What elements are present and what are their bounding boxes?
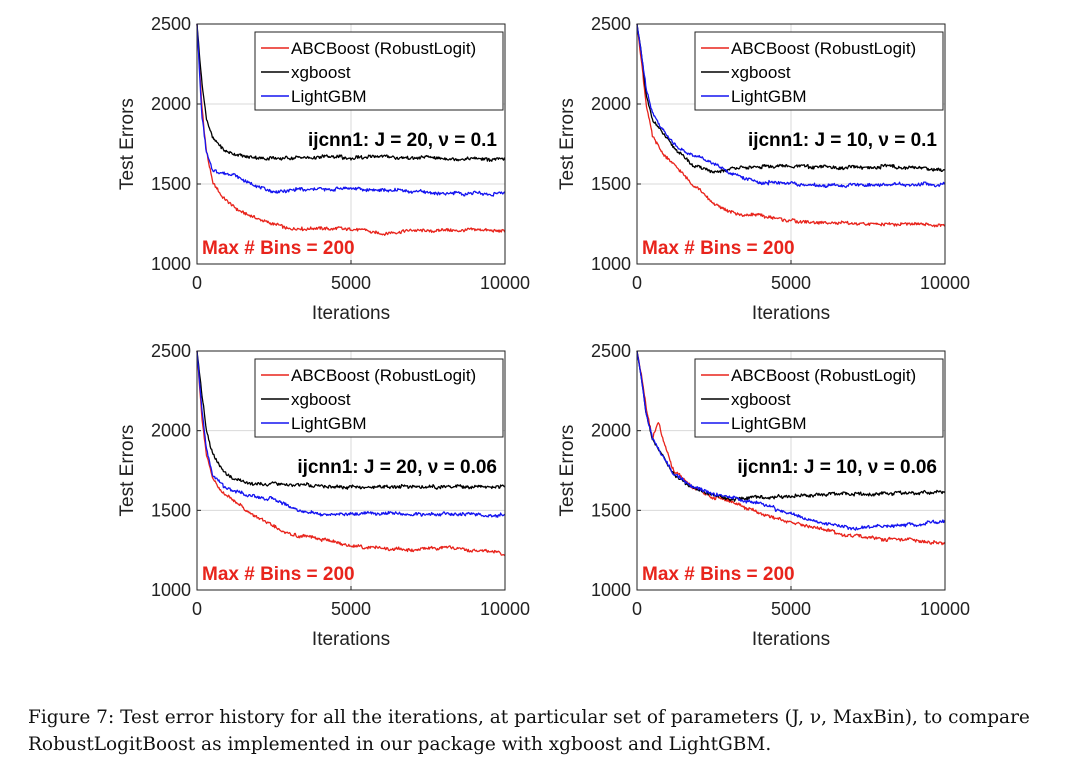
y-tick-label: 1000 <box>151 254 191 274</box>
y-tick-label: 2000 <box>591 94 631 114</box>
chart-panel-4: 0 5000 10000 1000 1500 2000 2500 Iterations Test… <box>557 341 970 650</box>
series-line-black <box>196 23 506 162</box>
y-tick-label: 1500 <box>591 174 631 194</box>
caption-label: Figure 7: <box>28 707 115 728</box>
y-axis-label: Test Errors <box>117 98 138 190</box>
panel-title: ijcnn1: J = 20, ν = 0.06 <box>297 457 497 478</box>
series-line-black <box>636 23 946 174</box>
series-line-blue <box>196 350 506 518</box>
figure-caption: Figure 7: Test error history for all the… <box>28 704 1068 758</box>
legend-label: xgboost <box>731 390 791 409</box>
legend-label: LightGBM <box>731 414 807 433</box>
legend: ABCBoost (RobustLogit) xgboost LightGBM <box>694 358 944 438</box>
x-tick-label: 5000 <box>331 599 371 619</box>
legend-label: ABCBoost (RobustLogit) <box>731 366 916 385</box>
legend-label: xgboost <box>291 63 351 82</box>
legend-label: LightGBM <box>291 87 367 106</box>
max-bins-annotation: Max # Bins = 200 <box>642 238 795 259</box>
max-bins-annotation: Max # Bins = 200 <box>642 564 795 585</box>
y-tick-label: 1500 <box>591 500 631 520</box>
x-axis-label: Iterations <box>752 629 830 650</box>
y-tick-label: 1500 <box>151 500 191 520</box>
y-tick-label: 2500 <box>591 14 631 34</box>
x-tick-label: 5000 <box>771 599 811 619</box>
x-axis-label: Iterations <box>312 303 390 324</box>
x-tick-label: 5000 <box>771 273 811 293</box>
legend: ABCBoost (RobustLogit) xgboost LightGBM <box>254 358 504 438</box>
series-line-blue <box>636 23 946 189</box>
legend-box <box>694 358 944 438</box>
legend-label: xgboost <box>291 390 351 409</box>
figure-panels: 0 5000 100001000150020002500IterationsTest… <box>117 14 970 650</box>
legend-label: ABCBoost (RobustLogit) <box>291 366 476 385</box>
x-tick-label: 0 <box>632 599 642 619</box>
y-tick-label: 1000 <box>591 254 631 274</box>
y-tick-label: 2000 <box>591 421 631 441</box>
y-axis-label: Test Errors <box>557 425 578 517</box>
y-axis-label: Test Errors <box>117 425 138 517</box>
y-axis-label: Test Errors <box>557 98 578 190</box>
panel-title: ijcnn1: J = 10, ν = 0.1 <box>748 130 937 151</box>
legend-label: ABCBoost (RobustLogit) <box>291 39 476 58</box>
x-tick-label: 10000 <box>920 599 970 619</box>
x-axis-label: Iterations <box>312 629 390 650</box>
x-tick-label: 0 <box>192 273 202 293</box>
legend-box <box>254 358 504 438</box>
y-tick-label: 2000 <box>151 94 191 114</box>
y-tick-label: 2000 <box>151 421 191 441</box>
x-tick-label: 10000 <box>480 599 530 619</box>
series-line-red <box>636 23 946 228</box>
y-tick-label: 2500 <box>591 341 631 361</box>
caption-text: Test error history for all the iteration… <box>28 707 1030 755</box>
legend: ABCBoost (RobustLogit) xgboost LightGBM <box>254 31 504 111</box>
series-line-red <box>196 23 506 236</box>
series-line-red <box>196 350 506 557</box>
x-tick-label: 10000 <box>480 273 530 293</box>
legend-label: xgboost <box>731 63 791 82</box>
series-line-black <box>636 350 946 502</box>
series-line-blue <box>196 23 506 197</box>
x-tick-label: 5000 <box>331 273 371 293</box>
legend-label: ABCBoost (RobustLogit) <box>731 39 916 58</box>
y-tick-label: 2500 <box>151 341 191 361</box>
legend-box <box>254 31 504 111</box>
x-tick-label: 0 <box>192 599 202 619</box>
series-line-blue <box>636 350 946 531</box>
x-tick-label: 0 <box>632 273 642 293</box>
legend-label: LightGBM <box>291 414 367 433</box>
chart-panel-2: 0 5000 10000 1000 1500 2000 2500 Iterations Test… <box>557 14 970 324</box>
y-tick-label: 1000 <box>591 580 631 600</box>
legend-label: LightGBM <box>731 87 807 106</box>
legend: ABCBoost (RobustLogit) xgboost LightGBM <box>694 31 944 111</box>
y-tick-label: 1000 <box>151 580 191 600</box>
legend-box <box>694 31 944 111</box>
max-bins-annotation: Max # Bins = 200 <box>202 564 355 585</box>
panel-title: ijcnn1: J = 10, ν = 0.06 <box>737 457 937 478</box>
max-bins-annotation: Max # Bins = 200 <box>202 238 355 259</box>
y-tick-label: 1500 <box>151 174 191 194</box>
series-line-black <box>196 350 506 490</box>
chart-panel-3: 0 5000 10000 1000 1500 2000 2500 Iterations Test… <box>117 341 530 650</box>
x-tick-label: 10000 <box>920 273 970 293</box>
x-axis-label: Iterations <box>752 303 830 324</box>
y-tick-label: 2500 <box>151 14 191 34</box>
panel-title: ijcnn1: J = 20, ν = 0.1 <box>308 130 497 151</box>
chart-panel-1: 0 5000 10000 1000 1500 2000 2500 Iterations Test… <box>117 14 530 324</box>
